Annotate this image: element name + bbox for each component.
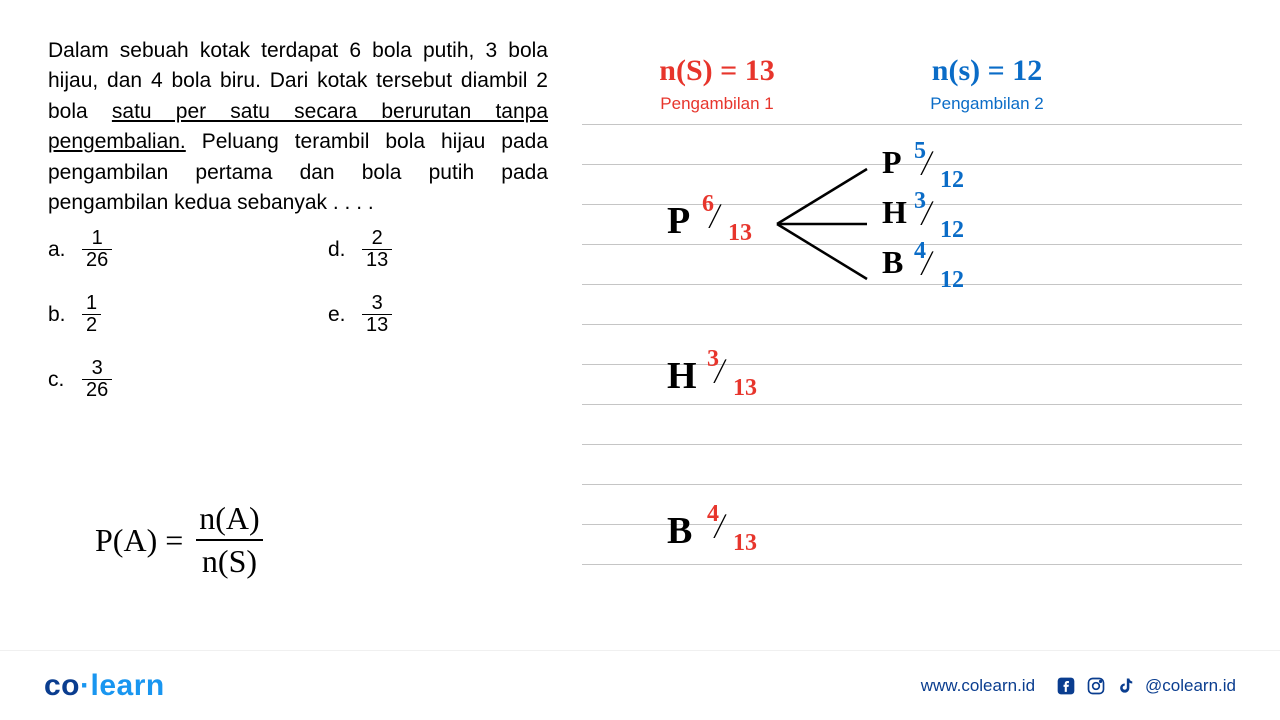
probability-formula: P(A) = n(A) n(S) (95, 500, 266, 580)
answer-options: a. 1 26 d. 2 13 b. 1 2 e. 3 13 (48, 228, 528, 423)
p-fraction: 6 ∕ 13 (702, 199, 750, 244)
pengambilan-2: Pengambilan 2 (852, 94, 1122, 114)
h-den: 13 (733, 375, 757, 402)
rule-line (582, 404, 1242, 405)
ns-12: n(s) = 12 (852, 54, 1122, 88)
slash-icon: ∕ (713, 195, 717, 237)
b-fraction: 4 ∕ 13 (707, 509, 755, 554)
option-row-be: b. 1 2 e. 3 13 (48, 293, 528, 336)
branch-b-den: 12 (940, 267, 964, 294)
option-a-num: 1 (88, 228, 107, 249)
option-e: e. 3 13 (328, 293, 392, 336)
footer-right: www.colearn.id @colearn.id (921, 675, 1236, 697)
slash-icon: ∕ (718, 350, 722, 392)
option-d-label: d. (328, 238, 362, 262)
option-a-fraction: 1 26 (82, 228, 112, 271)
branch-p-label: P (882, 144, 902, 181)
option-d-num: 2 (368, 228, 387, 249)
question-text: Dalam sebuah kotak terdapat 6 bola putih… (48, 36, 548, 219)
footer-url: www.colearn.id (921, 676, 1035, 696)
branch-b-fraction: 4 ∕ 12 (914, 246, 962, 291)
rule-line (582, 484, 1242, 485)
option-c-num: 3 (88, 358, 107, 379)
logo-learn: learn (91, 669, 165, 702)
p-den: 13 (728, 220, 752, 247)
option-e-label: e. (328, 303, 362, 327)
option-a-label: a. (48, 238, 82, 262)
b-label: B (667, 509, 692, 553)
branch-b-label: B (882, 244, 903, 281)
rule-line (582, 444, 1242, 445)
workings-panel: n(S) = 13 Pengambilan 1 n(s) = 12 Pengam… (582, 54, 1242, 604)
logo-dot: · (80, 669, 91, 702)
formula-den: n(S) (196, 539, 263, 580)
slash-icon: ∕ (925, 242, 929, 284)
branch-p-den: 12 (940, 167, 964, 194)
option-c-fraction: 3 26 (82, 358, 112, 401)
formula-fraction: n(A) n(S) (193, 500, 265, 580)
option-a-den: 26 (82, 249, 112, 271)
branch-p-fraction: 5 ∕ 12 (914, 146, 962, 191)
option-d-fraction: 2 13 (362, 228, 392, 271)
logo: co·learn (44, 669, 165, 703)
slash-icon: ∕ (718, 505, 722, 547)
slash-icon: ∕ (925, 142, 929, 184)
rule-line (582, 164, 1242, 165)
logo-co: co (44, 669, 80, 702)
branch-h-fraction: 3 ∕ 12 (914, 196, 962, 241)
footer: co·learn www.colearn.id @colearn.id (0, 650, 1280, 720)
rule-line (582, 244, 1242, 245)
option-d-den: 13 (362, 249, 392, 271)
facebook-icon (1055, 675, 1077, 697)
pengambilan-1: Pengambilan 1 (582, 94, 852, 114)
tree-branches (767, 154, 887, 294)
option-a: a. 1 26 (48, 228, 328, 271)
slash-icon: ∕ (925, 192, 929, 234)
col1-header: n(S) = 13 Pengambilan 1 (582, 54, 852, 114)
rule-line (582, 324, 1242, 325)
option-row-ad: a. 1 26 d. 2 13 (48, 228, 528, 271)
branch-h-label: H (882, 194, 907, 231)
option-e-den: 13 (362, 314, 392, 336)
branch-h-den: 12 (940, 217, 964, 244)
col2-header: n(s) = 12 Pengambilan 2 (852, 54, 1122, 114)
option-e-num: 3 (368, 293, 387, 314)
option-b-den: 2 (82, 314, 101, 336)
formula-lhs: P(A) = (95, 522, 183, 559)
instagram-icon (1085, 675, 1107, 697)
option-b-fraction: 1 2 (82, 293, 101, 336)
workings-header: n(S) = 13 Pengambilan 1 n(s) = 12 Pengam… (582, 54, 1242, 114)
h-fraction: 3 ∕ 13 (707, 354, 755, 399)
rule-line (582, 124, 1242, 125)
option-d: d. 2 13 (328, 228, 392, 271)
b-den: 13 (733, 530, 757, 557)
rule-line (582, 284, 1242, 285)
tiktok-icon (1115, 675, 1137, 697)
rule-line (582, 564, 1242, 565)
option-row-c: c. 3 26 (48, 358, 528, 401)
formula-num: n(A) (193, 500, 265, 539)
p-label: P (667, 199, 690, 243)
option-b-label: b. (48, 303, 82, 327)
h-label: H (667, 354, 697, 398)
option-c-label: c. (48, 368, 82, 392)
option-b-num: 1 (82, 293, 101, 314)
social-icons: @colearn.id (1055, 675, 1236, 697)
option-e-fraction: 3 13 (362, 293, 392, 336)
option-b: b. 1 2 (48, 293, 328, 336)
option-c: c. 3 26 (48, 358, 328, 401)
ns-13: n(S) = 13 (582, 54, 852, 88)
option-c-den: 26 (82, 379, 112, 401)
footer-handle: @colearn.id (1145, 676, 1236, 696)
